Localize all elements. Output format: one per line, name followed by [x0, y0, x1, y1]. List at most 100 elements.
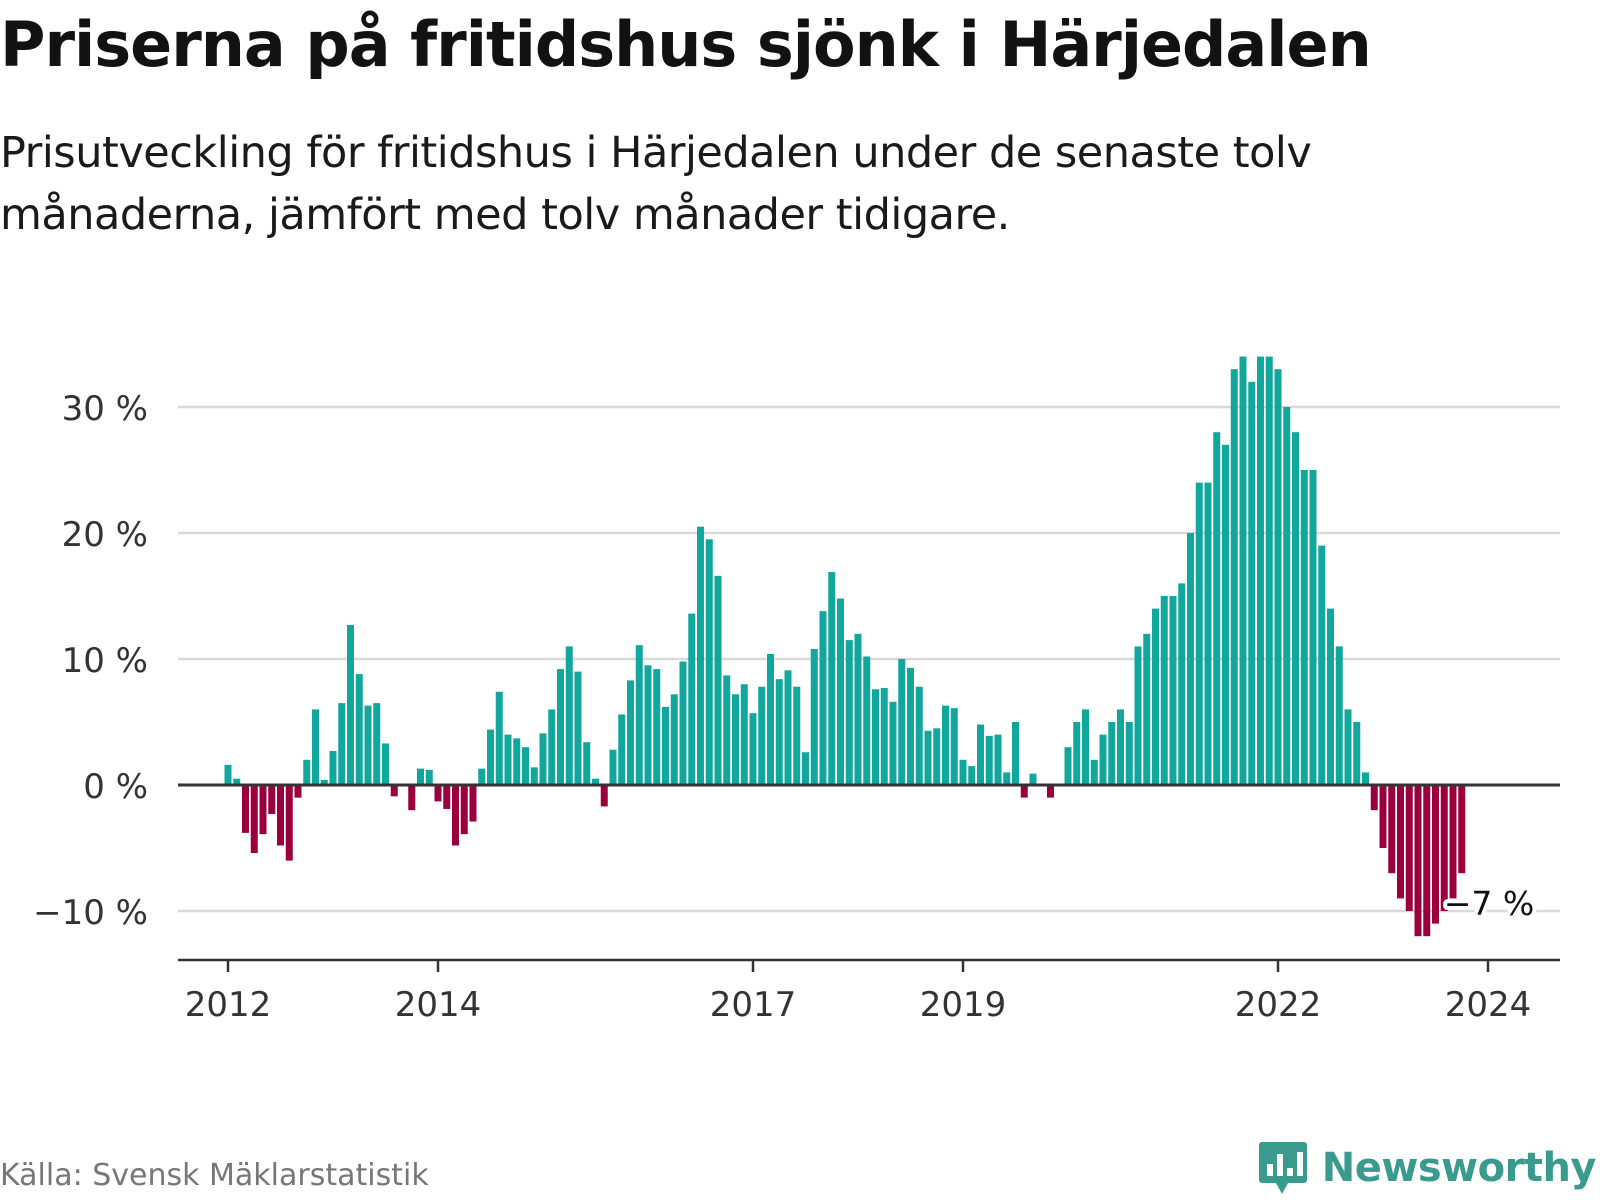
- bar: [1143, 633, 1151, 785]
- bar: [355, 674, 363, 785]
- bar: [522, 747, 529, 785]
- bar: [390, 785, 398, 797]
- bars: [224, 356, 1466, 937]
- chart-subtitle: Prisutveckling för fritidshus i Härjedal…: [0, 128, 1312, 240]
- bar: [548, 709, 556, 785]
- bar: [583, 742, 591, 785]
- source-note: Källa: Svensk Mäklarstatistik: [0, 1158, 429, 1193]
- bar: [933, 728, 941, 785]
- bar: [977, 724, 984, 785]
- bar: [828, 572, 836, 785]
- bar: [224, 764, 232, 785]
- brand-name: Newsworthy: [1321, 1145, 1597, 1191]
- bar: [1012, 722, 1019, 785]
- bar: [635, 645, 643, 785]
- bar: [1265, 356, 1273, 785]
- bar: [487, 729, 494, 785]
- bar: [1117, 709, 1124, 785]
- newsworthy-logo-icon: [1258, 1142, 1307, 1194]
- bar: [985, 735, 993, 785]
- bar: [373, 703, 381, 785]
- bar: [1020, 785, 1028, 798]
- bar: [1134, 646, 1142, 785]
- bar: [845, 640, 853, 785]
- bar: [924, 730, 932, 785]
- bar: [863, 656, 871, 785]
- x-tick-label: 2012: [185, 985, 272, 1025]
- bar: [233, 778, 241, 785]
- bar: [758, 686, 766, 785]
- bar: [994, 734, 1002, 785]
- bar: [1204, 482, 1212, 785]
- bar: [565, 646, 573, 785]
- bar: [802, 752, 809, 785]
- x-tick-label: 2017: [710, 985, 797, 1025]
- y-tick-label: 10 %: [62, 641, 148, 681]
- bar: [1195, 482, 1203, 785]
- bar: [574, 671, 582, 785]
- bar: [1090, 759, 1098, 785]
- bar: [968, 766, 976, 785]
- bar: [504, 734, 512, 785]
- bar: [889, 701, 897, 785]
- bar: [1458, 785, 1466, 874]
- bar: [775, 679, 783, 785]
- bar: [1099, 734, 1107, 785]
- bar: [618, 714, 626, 785]
- bar: [329, 750, 337, 785]
- bar: [294, 785, 302, 798]
- bar: [364, 705, 372, 785]
- bar: [1414, 785, 1422, 937]
- bar: [723, 675, 731, 785]
- bar: [837, 598, 844, 785]
- bar: [277, 785, 284, 846]
- x-tick-label: 2024: [1445, 985, 1532, 1025]
- bar: [1283, 407, 1291, 785]
- bar: [1248, 381, 1256, 785]
- bar: [1230, 369, 1238, 785]
- bar: [417, 768, 424, 785]
- bar: [1239, 356, 1247, 785]
- bar: [697, 526, 704, 785]
- bar: [662, 706, 669, 785]
- bar: [1082, 709, 1089, 785]
- bar: [609, 749, 617, 785]
- bar: [1073, 722, 1081, 785]
- bar: [1029, 773, 1037, 785]
- bar: [460, 785, 468, 835]
- bar: [1257, 356, 1264, 785]
- bar: [670, 694, 678, 785]
- bar: [1125, 722, 1133, 785]
- x-tick-label: 2022: [1235, 985, 1322, 1025]
- bar: [495, 691, 503, 785]
- bar: [347, 624, 354, 785]
- bar: [740, 684, 748, 785]
- bar: [688, 613, 696, 785]
- bar: [338, 703, 346, 785]
- bar: [1362, 772, 1369, 785]
- bar: [1397, 785, 1404, 899]
- bar: [268, 785, 276, 814]
- bar: [513, 738, 521, 785]
- y-tick-label: 20 %: [62, 515, 148, 555]
- bar: [907, 667, 914, 785]
- last-value-label-halo: −7 %: [1444, 884, 1535, 923]
- bar: [1432, 785, 1439, 924]
- bar: [872, 689, 879, 785]
- bar: [1160, 596, 1168, 785]
- last-value-label: −7 %: [1444, 884, 1535, 923]
- bar: [1353, 722, 1361, 785]
- bar: [627, 680, 634, 785]
- bar: [644, 665, 652, 785]
- bar: [854, 633, 862, 785]
- bar: [1344, 709, 1352, 785]
- bar-chart: −10 % 0 % 10 % 20 % 30 % 2012 2014 2017 2019 2022…: [33, 356, 1560, 1025]
- bar: [1274, 369, 1282, 785]
- bar: [1423, 785, 1431, 937]
- bar: [810, 648, 818, 785]
- bar: [320, 779, 328, 785]
- y-tick-label: 0 %: [83, 767, 148, 807]
- bar: [942, 705, 949, 785]
- bar: [539, 733, 547, 785]
- bar: [1449, 785, 1457, 899]
